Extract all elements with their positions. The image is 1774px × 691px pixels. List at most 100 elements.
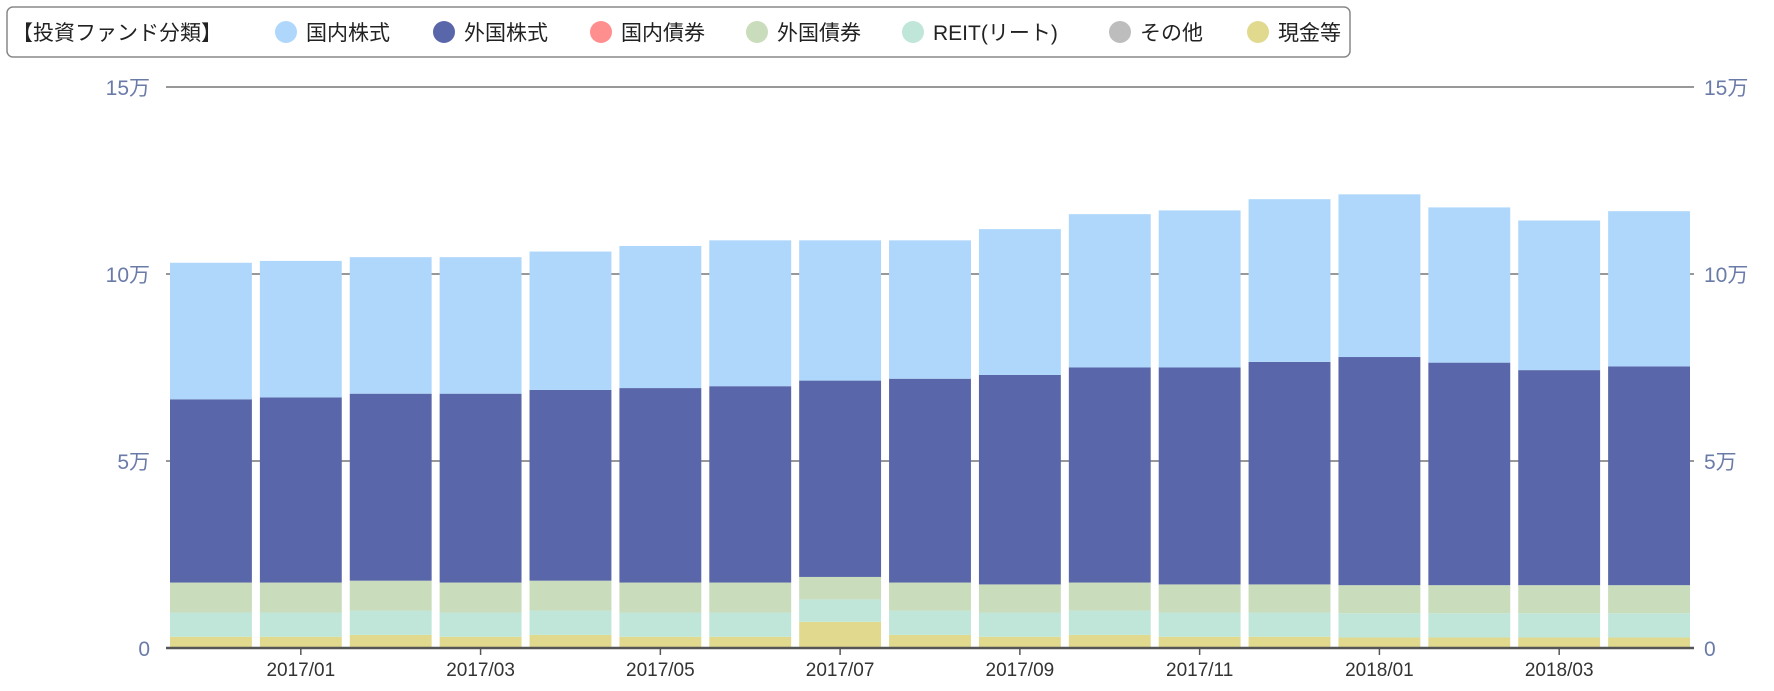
bar-stack[interactable] <box>799 240 882 648</box>
bar-stack[interactable] <box>1518 220 1601 648</box>
bar-segment[interactable] <box>529 610 612 635</box>
bar-segment[interactable] <box>259 582 342 613</box>
bar-stack[interactable] <box>259 260 342 648</box>
bar-segment[interactable] <box>889 610 971 635</box>
bar-stack[interactable] <box>439 257 522 648</box>
bar-segment[interactable] <box>619 582 702 613</box>
bar-segment[interactable] <box>349 580 432 611</box>
bar-segment[interactable] <box>439 636 522 648</box>
bar-segment[interactable] <box>1518 370 1601 586</box>
bar-segment[interactable] <box>889 378 971 583</box>
bar-segment[interactable] <box>1428 207 1511 363</box>
bar-stack[interactable] <box>529 251 612 648</box>
bar-segment[interactable] <box>1338 194 1421 358</box>
bar-segment[interactable] <box>439 393 522 583</box>
bar-segment[interactable] <box>1518 613 1601 638</box>
bar-segment[interactable] <box>529 389 612 581</box>
bar-segment[interactable] <box>1068 634 1151 648</box>
bar-segment[interactable] <box>1428 637 1511 648</box>
bar-segment[interactable] <box>1338 613 1421 638</box>
bar-segment[interactable] <box>1158 584 1241 613</box>
bar-segment[interactable] <box>1428 362 1511 586</box>
bar-segment[interactable] <box>799 240 882 381</box>
bar-segment[interactable] <box>799 576 882 600</box>
bar-segment[interactable] <box>978 636 1061 648</box>
bar-segment[interactable] <box>1428 585 1511 614</box>
bar-segment[interactable] <box>1338 357 1421 586</box>
legend-item[interactable]: その他 <box>1109 21 1203 45</box>
bar-segment[interactable] <box>1068 367 1151 583</box>
bar-stack[interactable] <box>1158 210 1241 648</box>
bar-segment[interactable] <box>1518 585 1601 614</box>
bar-segment[interactable] <box>170 262 252 400</box>
bar-segment[interactable] <box>1158 210 1241 368</box>
bar-segment[interactable] <box>1068 214 1151 368</box>
bar-segment[interactable] <box>1248 199 1331 362</box>
legend-item[interactable]: 外国債券 <box>746 21 861 45</box>
bar-segment[interactable] <box>889 634 971 648</box>
bar-segment[interactable] <box>799 380 882 577</box>
bar-stack[interactable] <box>1338 194 1421 648</box>
bar-segment[interactable] <box>1338 637 1421 648</box>
bar-segment[interactable] <box>529 634 612 648</box>
bar-segment[interactable] <box>1608 613 1690 638</box>
bar-segment[interactable] <box>170 399 252 583</box>
bar-stack[interactable] <box>978 229 1061 648</box>
bar-segment[interactable] <box>978 584 1061 613</box>
legend-item[interactable]: 国内債券 <box>590 21 705 45</box>
bar-segment[interactable] <box>170 636 252 648</box>
bar-segment[interactable] <box>978 229 1061 375</box>
bar-segment[interactable] <box>1068 610 1151 635</box>
bar-segment[interactable] <box>709 636 792 648</box>
bar-segment[interactable] <box>1608 585 1690 614</box>
bar-segment[interactable] <box>978 374 1061 585</box>
bar-stack[interactable] <box>170 262 252 648</box>
bar-stack[interactable] <box>889 240 971 648</box>
bar-segment[interactable] <box>1248 584 1331 613</box>
bar-segment[interactable] <box>889 240 971 379</box>
bar-segment[interactable] <box>170 582 252 613</box>
legend-item[interactable]: 外国株式 <box>433 21 548 45</box>
bar-segment[interactable] <box>709 582 792 613</box>
bar-segment[interactable] <box>349 257 432 394</box>
legend-item[interactable]: REIT(リート) <box>902 21 1058 45</box>
bar-segment[interactable] <box>889 582 971 611</box>
bar-segment[interactable] <box>529 251 612 390</box>
bar-segment[interactable] <box>349 610 432 635</box>
bar-stack[interactable] <box>1608 211 1690 648</box>
bar-segment[interactable] <box>1518 637 1601 648</box>
bar-stack[interactable] <box>1068 214 1151 648</box>
bar-stack[interactable] <box>619 245 702 648</box>
bar-segment[interactable] <box>709 612 792 637</box>
bar-segment[interactable] <box>1248 361 1331 585</box>
bar-segment[interactable] <box>259 612 342 637</box>
bar-segment[interactable] <box>1248 612 1331 637</box>
bar-stack[interactable] <box>709 240 792 648</box>
bar-segment[interactable] <box>529 580 612 611</box>
bar-segment[interactable] <box>259 397 342 583</box>
bar-stack[interactable] <box>1248 199 1331 648</box>
bar-segment[interactable] <box>619 388 702 583</box>
bar-segment[interactable] <box>978 612 1061 637</box>
bar-segment[interactable] <box>1158 367 1241 585</box>
bar-segment[interactable] <box>709 386 792 583</box>
bar-segment[interactable] <box>619 612 702 637</box>
bar-segment[interactable] <box>439 582 522 613</box>
bar-segment[interactable] <box>799 599 882 622</box>
bar-stack[interactable] <box>1428 207 1511 648</box>
bar-segment[interactable] <box>1338 585 1421 614</box>
bar-segment[interactable] <box>170 612 252 637</box>
bar-segment[interactable] <box>1248 636 1331 648</box>
bar-segment[interactable] <box>259 260 342 398</box>
bar-segment[interactable] <box>1428 613 1511 638</box>
bar-stack[interactable] <box>349 257 432 648</box>
bar-segment[interactable] <box>799 621 882 648</box>
bar-segment[interactable] <box>439 257 522 394</box>
bar-segment[interactable] <box>709 240 792 387</box>
bar-segment[interactable] <box>1068 582 1151 611</box>
bar-segment[interactable] <box>1608 366 1690 586</box>
legend-item[interactable]: 国内株式 <box>275 21 390 45</box>
legend-item[interactable]: 現金等 <box>1247 21 1341 45</box>
bar-segment[interactable] <box>1158 612 1241 637</box>
bar-segment[interactable] <box>349 393 432 581</box>
